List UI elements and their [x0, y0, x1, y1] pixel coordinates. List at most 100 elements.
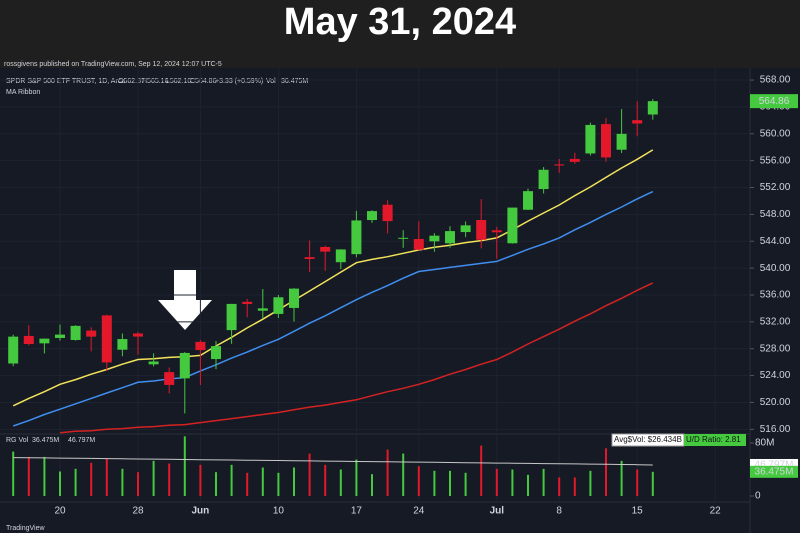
- candle-body: [445, 231, 455, 244]
- volume-bar: [215, 472, 217, 497]
- ud-ratio: U/D Ratio: 2.81: [686, 435, 741, 444]
- volume-legend: 46.797M: [68, 437, 95, 444]
- candle-body: [398, 237, 409, 239]
- y-tick-label: 516.00: [760, 424, 791, 435]
- y-tick-label: 552.00: [760, 182, 791, 193]
- x-tick-label: Jul: [490, 506, 505, 517]
- price-tag-label: 564.86: [759, 96, 790, 107]
- volume-bar: [464, 472, 467, 497]
- candle-body: [70, 325, 81, 340]
- candle-body: [8, 336, 19, 364]
- candle-body: [242, 301, 253, 304]
- x-tick-label: 20: [54, 506, 66, 517]
- candle-body: [195, 341, 206, 351]
- candle-body: [211, 346, 221, 360]
- candle-body: [55, 334, 65, 338]
- candle-body: [148, 361, 159, 365]
- volume-bar: [261, 467, 264, 497]
- candle-body: [226, 303, 237, 331]
- avg-vol: Avg$Vol: $26.434B: [614, 435, 682, 444]
- volume-bar: [230, 464, 233, 497]
- volume-bar: [199, 464, 202, 497]
- arrow: [158, 270, 212, 330]
- price-tag: [750, 94, 798, 109]
- ud-box: [684, 434, 746, 446]
- volume-bar: [636, 469, 639, 497]
- volume-bar: [605, 448, 607, 497]
- volume-bar: [43, 456, 46, 497]
- candle-body: [133, 333, 143, 337]
- candle-body: [507, 207, 518, 244]
- candle-body: [460, 225, 471, 233]
- y-tick-label: 540.00: [760, 263, 791, 274]
- chart-bg: [0, 68, 800, 533]
- volume-bar: [371, 474, 373, 497]
- volume-bar: [511, 469, 514, 497]
- candle-body: [601, 124, 611, 158]
- candle-body: [538, 169, 549, 190]
- volume-bar: [246, 472, 249, 497]
- volume-bar: [573, 477, 576, 497]
- volume-bar: [558, 477, 561, 497]
- y-tick-label: 536.00: [760, 290, 791, 301]
- candle-body: [289, 288, 299, 308]
- y-tick-label: 556.00: [760, 155, 791, 166]
- candle-body: [632, 120, 643, 124]
- candle-body: [554, 164, 565, 166]
- y-tick-label: 544.00: [760, 236, 791, 247]
- volume-bar: [324, 464, 327, 497]
- y-tick-label: 548.00: [760, 209, 791, 220]
- volume-bar: [495, 468, 498, 497]
- candle-body: [101, 315, 112, 363]
- y-tick-label: 568.00: [760, 75, 791, 86]
- volume-bar: [74, 468, 77, 497]
- candle-body: [164, 372, 175, 385]
- volume-tag-label: 46.797M: [755, 460, 794, 471]
- volume-bar: [355, 459, 358, 497]
- candle-body: [273, 297, 284, 314]
- volume-bar: [27, 456, 30, 497]
- volume-title: RG Vol: [6, 437, 29, 444]
- volume-bar: [121, 468, 124, 497]
- candle-body: [429, 235, 440, 242]
- candle-body: [382, 204, 393, 222]
- volume-tag-label: 36.475M: [755, 466, 794, 477]
- y-tick-label: 524.00: [760, 370, 791, 381]
- candle-body: [523, 191, 533, 210]
- volume-bar: [480, 445, 483, 497]
- candle-body: [117, 339, 128, 350]
- volume-bar: [293, 467, 295, 497]
- x-tick-label: 28: [132, 506, 144, 517]
- candle-body: [585, 124, 596, 154]
- volume-bar: [589, 470, 592, 497]
- vol-tick-label: 0: [755, 491, 761, 502]
- candle-body: [476, 220, 487, 240]
- volume-bar: [527, 474, 529, 497]
- y-tick-label: 532.00: [760, 316, 791, 327]
- candle-body: [179, 352, 190, 379]
- volume-bar: [137, 472, 139, 497]
- volume-tag: [750, 465, 798, 478]
- volume-bar: [620, 460, 623, 497]
- candle-body: [351, 220, 362, 255]
- candle-body: [491, 230, 502, 233]
- volume-bar: [105, 458, 108, 497]
- y-tick-label: 520.00: [760, 397, 791, 408]
- candle-body: [413, 239, 424, 250]
- volume-bar: [542, 468, 545, 497]
- volume-bar: [168, 463, 171, 497]
- y-tick-label: 528.00: [760, 343, 791, 354]
- volume-bar: [59, 471, 61, 497]
- volume-avg-line: [13, 457, 653, 466]
- candle-body: [569, 158, 580, 162]
- volume-bar: [308, 453, 311, 497]
- candle-body: [320, 246, 331, 252]
- brand: TradingView: [6, 525, 45, 532]
- symbol: SPDR S&P 500 ETF TRUST, 1D, Arca: [6, 78, 125, 85]
- volume-bar: [12, 451, 15, 497]
- x-tick-label: 10: [273, 506, 285, 517]
- candle-body: [335, 249, 346, 263]
- legend-value: L562.10: [166, 78, 191, 85]
